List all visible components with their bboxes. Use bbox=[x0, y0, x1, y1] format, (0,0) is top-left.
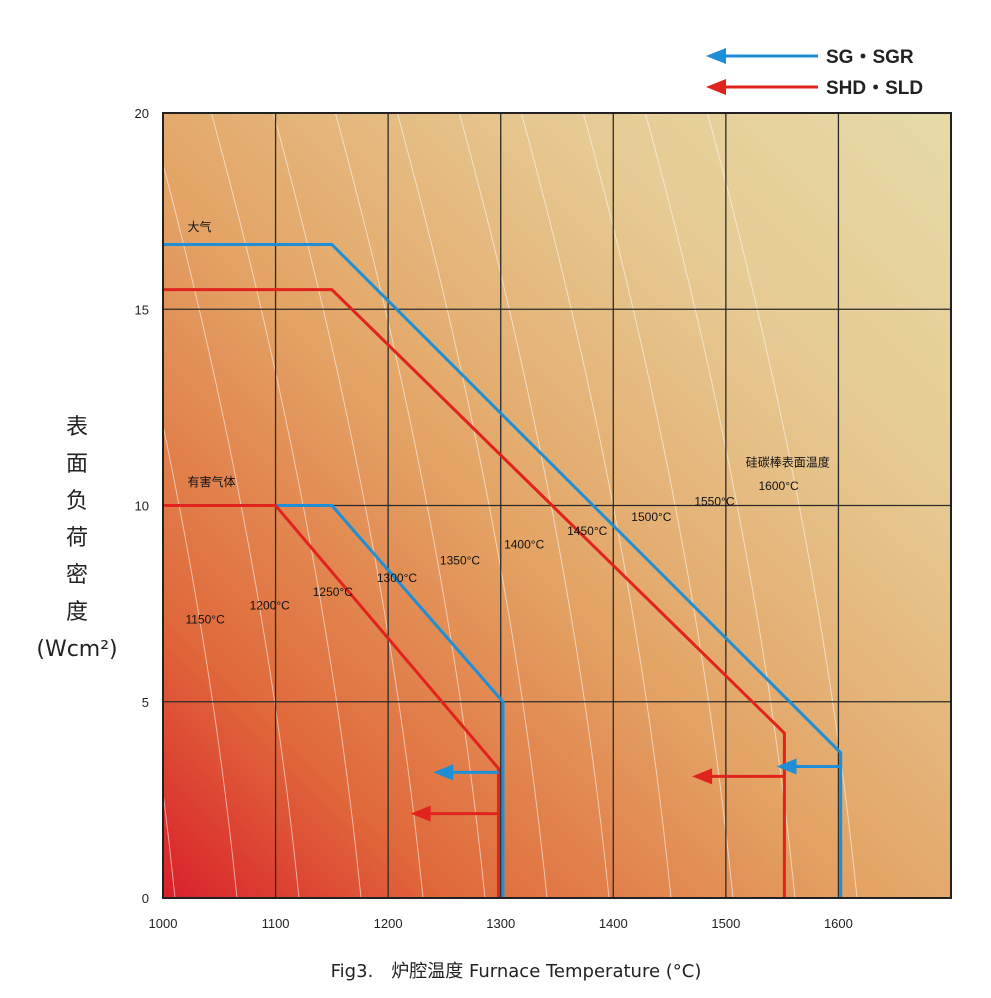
legend-arrow-1-head bbox=[706, 79, 726, 95]
x-tick-label: 1500 bbox=[711, 916, 740, 931]
isotherm-curve bbox=[644, 113, 796, 898]
isotherm-label: 1150°C bbox=[186, 612, 226, 626]
series-lines bbox=[163, 242, 843, 898]
ylabel-unit: (Wcm²) bbox=[36, 637, 117, 662]
isotherm-label: 1450°C bbox=[567, 524, 607, 538]
plot-frame bbox=[162, 112, 952, 899]
series-line bbox=[163, 242, 843, 898]
limit-arrow-head bbox=[776, 758, 797, 775]
x-tick-label: 1300 bbox=[486, 916, 515, 931]
legend-label-1: SHD・SLD bbox=[826, 78, 923, 99]
figure-caption: Fig3. 炉腔温度 Furnace Temperature (°C) bbox=[331, 961, 702, 982]
ylabel-char-1: 面 bbox=[66, 452, 88, 477]
series-line bbox=[163, 504, 500, 898]
limit-arrow bbox=[776, 758, 841, 775]
isotherm-label: 1200°C bbox=[250, 599, 290, 613]
isotherm-curve bbox=[210, 113, 362, 898]
ylabel-char-0: 表 bbox=[66, 415, 88, 440]
isotherm-curve bbox=[396, 113, 548, 898]
x-tick-label: 1000 bbox=[149, 916, 178, 931]
legend-label-0: SG・SGR bbox=[826, 47, 914, 68]
isotherm-curve bbox=[334, 113, 486, 898]
limit-arrows bbox=[410, 758, 841, 822]
isotherm-label: 1400°C bbox=[504, 538, 544, 552]
ylabel-char-2: 负 bbox=[66, 489, 88, 514]
isotherm-label: 1250°C bbox=[313, 585, 353, 599]
ylabel-char-4: 密 bbox=[66, 563, 88, 588]
isotherm-title: 硅碳棒表面温度 bbox=[746, 454, 830, 469]
isotherm-curve bbox=[163, 788, 176, 898]
limit-arrow-head bbox=[410, 805, 431, 822]
y-tick-label: 15 bbox=[135, 302, 149, 317]
limit-arrow bbox=[433, 764, 499, 781]
isotherm-curve bbox=[582, 113, 734, 898]
x-tick-label: 1200 bbox=[374, 916, 403, 931]
y-tick-label: 5 bbox=[142, 695, 149, 710]
y-axis-label: 表 面 负 荷 密 度 (Wcm²) bbox=[36, 415, 117, 662]
ylabel-char-3: 荷 bbox=[66, 526, 88, 551]
x-tick-label: 1100 bbox=[262, 916, 290, 931]
isotherm-label: 1350°C bbox=[440, 553, 480, 567]
limit-arrow-head bbox=[692, 768, 713, 785]
isotherm-label: 1500°C bbox=[631, 510, 671, 524]
isotherm-curve bbox=[272, 113, 424, 898]
isotherm-curve bbox=[163, 161, 300, 898]
y-tick-label: 20 bbox=[135, 106, 149, 121]
limit-arrow-head bbox=[433, 764, 454, 781]
x-tick-label: 1400 bbox=[599, 916, 628, 931]
isotherm-curve bbox=[163, 422, 238, 898]
isotherm-curve bbox=[458, 113, 610, 898]
series-line bbox=[163, 288, 786, 898]
ylabel-char-5: 度 bbox=[66, 600, 88, 625]
isotherm-label: 1600°C bbox=[759, 479, 799, 493]
axis-ticks: 1000 1100 1200 1300 1400 1500 1600 0 5 10 15 20 bbox=[135, 106, 853, 931]
y-tick-label: 10 bbox=[135, 499, 149, 514]
isotherm-label: 1550°C bbox=[694, 495, 734, 509]
region-label: 有害气体 bbox=[188, 474, 236, 489]
legend-arrow-1 bbox=[706, 79, 818, 95]
isotherm-label: 1300°C bbox=[377, 571, 417, 585]
limit-arrow bbox=[692, 768, 785, 785]
y-tick-label: 0 bbox=[142, 891, 149, 906]
x-tick-label: 1600 bbox=[824, 916, 853, 931]
legend: SG・SGR SHD・SLD bbox=[706, 47, 923, 99]
limit-arrow bbox=[410, 805, 499, 822]
legend-arrow-0 bbox=[706, 48, 818, 64]
isotherm-curve bbox=[520, 113, 672, 898]
region-label: 大气 bbox=[188, 219, 212, 234]
legend-arrow-0-head bbox=[706, 48, 726, 64]
